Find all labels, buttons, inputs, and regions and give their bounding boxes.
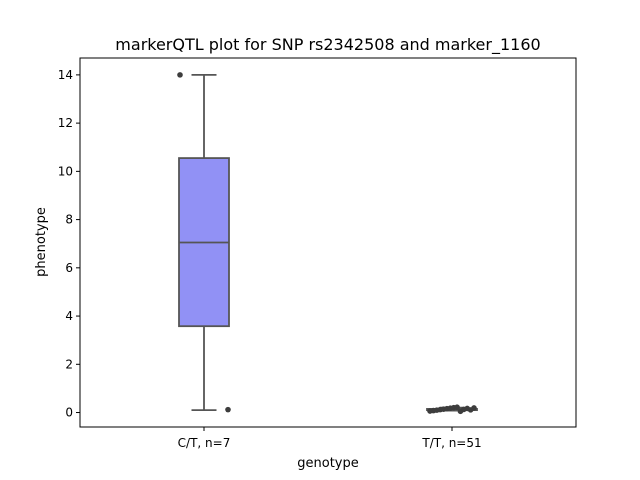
x-tick-label: C/T, n=7 <box>178 436 231 450</box>
y-tick-label: 10 <box>58 164 73 178</box>
chart-title: markerQTL plot for SNP rs2342508 and mar… <box>115 35 540 55</box>
box-series <box>177 72 478 415</box>
y-axis-label: phenotype <box>34 207 49 277</box>
y-tick-label: 0 <box>65 406 73 420</box>
x-axis-label: genotype <box>297 456 358 471</box>
y-tick-label: 8 <box>65 213 73 227</box>
y-tick-label: 12 <box>58 116 73 130</box>
outlier-point <box>454 404 460 411</box>
x-tick-label: T/T, n=51 <box>421 436 481 450</box>
outlier-point <box>471 405 477 411</box>
outlier-point <box>177 72 183 78</box>
y-tick-label: 6 <box>65 261 73 275</box>
y-tick-label: 2 <box>65 357 73 371</box>
y-tick-label: 4 <box>65 309 73 323</box>
outlier-point <box>225 406 231 413</box>
x-axis: C/T, n=7 T/T, n=51 <box>178 427 482 450</box>
y-tick-label: 14 <box>58 68 73 82</box>
plot-area-frame <box>79 57 577 428</box>
y-axis: 0 2 4 6 8 10 12 14 <box>58 68 80 420</box>
